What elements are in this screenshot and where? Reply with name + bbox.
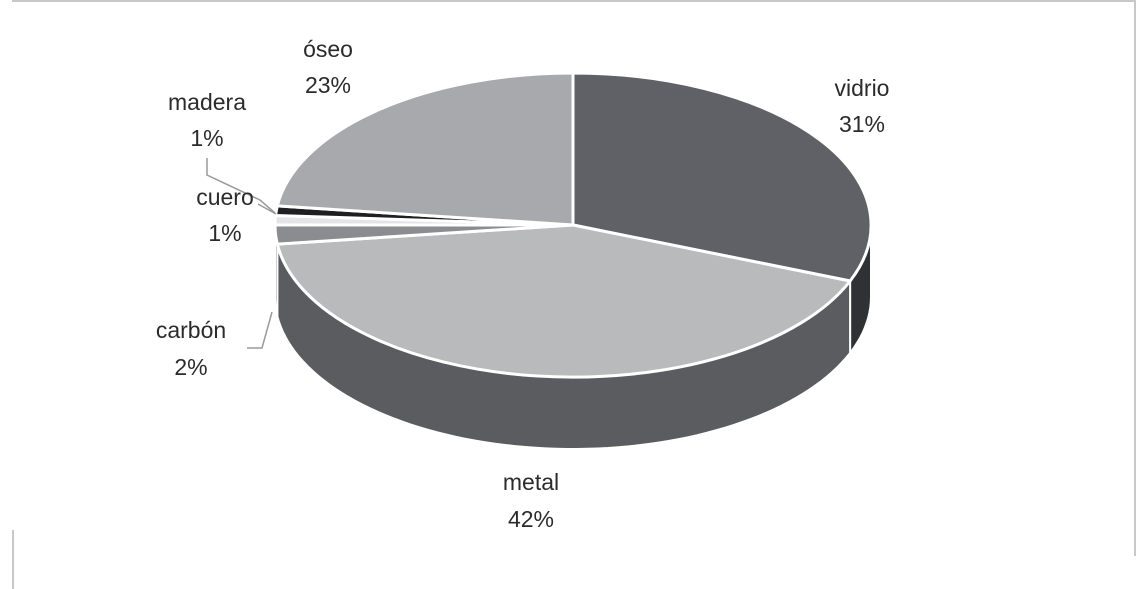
slice-label-metal: metal 42% (503, 469, 559, 532)
label-value-vidrio: 31% (839, 111, 885, 137)
label-name-vidrio: vidrio (835, 75, 890, 101)
label-value-madera: 1% (190, 125, 223, 151)
label-name-cuero: cuero (196, 184, 254, 210)
label-name-metal: metal (503, 469, 559, 495)
pie-tops (273, 71, 873, 379)
leader-line-cuero (257, 203, 277, 215)
slice-label-cuero: cuero 1% (196, 184, 254, 246)
leader-line-madera (206, 158, 276, 214)
label-value-carbon: 2% (174, 354, 207, 380)
label-name-madera: madera (168, 89, 246, 115)
label-value-metal: 42% (508, 506, 554, 532)
pie-chart (206, 71, 873, 450)
slice-label-carbon: carbón 2% (156, 317, 226, 380)
pie-slice-metal (275, 223, 852, 379)
label-value-cuero: 1% (208, 220, 241, 246)
pie-slice-vidrio (571, 71, 873, 283)
leader-lines (206, 158, 277, 349)
label-name-oseo: óseo (303, 36, 353, 62)
leader-line-carbon (247, 311, 273, 349)
slice-label-madera: madera 1% (168, 89, 246, 151)
label-name-carbon: carbón (156, 317, 226, 343)
pie-slice-oseo (275, 71, 575, 227)
label-value-oseo: 23% (305, 72, 351, 98)
slice-label-vidrio: vidrio 31% (835, 75, 890, 137)
slice-label-oseo: óseo 23% (303, 36, 353, 98)
